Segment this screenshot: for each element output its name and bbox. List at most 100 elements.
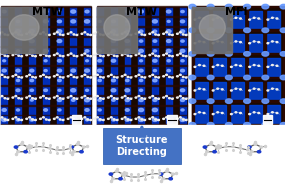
Circle shape bbox=[172, 173, 174, 175]
Circle shape bbox=[258, 18, 260, 19]
Circle shape bbox=[16, 119, 20, 121]
Circle shape bbox=[207, 28, 214, 33]
Circle shape bbox=[139, 89, 143, 91]
Circle shape bbox=[231, 66, 232, 67]
Circle shape bbox=[180, 74, 181, 75]
Bar bbox=[15, 7, 21, 125]
Circle shape bbox=[185, 56, 187, 57]
Circle shape bbox=[280, 52, 285, 56]
Circle shape bbox=[249, 114, 251, 115]
Circle shape bbox=[97, 74, 98, 75]
Circle shape bbox=[34, 119, 36, 121]
Circle shape bbox=[18, 119, 20, 120]
Circle shape bbox=[85, 98, 89, 102]
Circle shape bbox=[130, 98, 132, 99]
Circle shape bbox=[135, 118, 137, 119]
Circle shape bbox=[15, 74, 17, 75]
Circle shape bbox=[99, 34, 101, 35]
Circle shape bbox=[99, 76, 101, 77]
Circle shape bbox=[258, 42, 260, 43]
Circle shape bbox=[115, 170, 118, 172]
Circle shape bbox=[42, 53, 44, 54]
Circle shape bbox=[98, 99, 101, 101]
Circle shape bbox=[153, 70, 156, 72]
Circle shape bbox=[217, 112, 219, 113]
Circle shape bbox=[166, 74, 167, 75]
Circle shape bbox=[46, 55, 47, 56]
Circle shape bbox=[80, 151, 83, 153]
Circle shape bbox=[151, 173, 154, 174]
Circle shape bbox=[4, 76, 6, 77]
Bar bbox=[267, 11, 280, 28]
Bar bbox=[267, 58, 280, 76]
Bar bbox=[267, 105, 280, 123]
Circle shape bbox=[172, 56, 173, 57]
Bar bbox=[1, 36, 91, 37]
Bar bbox=[249, 105, 262, 123]
Circle shape bbox=[139, 69, 143, 72]
Circle shape bbox=[125, 40, 129, 43]
Bar bbox=[194, 34, 207, 52]
Circle shape bbox=[153, 50, 156, 52]
Ellipse shape bbox=[200, 15, 225, 40]
Circle shape bbox=[48, 119, 50, 121]
Circle shape bbox=[267, 43, 269, 44]
Circle shape bbox=[21, 98, 23, 99]
Circle shape bbox=[43, 10, 48, 13]
Circle shape bbox=[76, 77, 78, 78]
Circle shape bbox=[107, 97, 109, 98]
Circle shape bbox=[98, 60, 101, 62]
Circle shape bbox=[125, 10, 129, 13]
Circle shape bbox=[1, 74, 3, 75]
Circle shape bbox=[111, 50, 115, 52]
Circle shape bbox=[213, 151, 216, 153]
Circle shape bbox=[176, 97, 178, 98]
Circle shape bbox=[257, 151, 261, 153]
Circle shape bbox=[62, 98, 64, 99]
Circle shape bbox=[97, 117, 98, 118]
Circle shape bbox=[40, 54, 41, 56]
Ellipse shape bbox=[104, 15, 130, 40]
Circle shape bbox=[94, 118, 95, 119]
Circle shape bbox=[182, 55, 184, 56]
Circle shape bbox=[194, 90, 196, 91]
Circle shape bbox=[110, 32, 112, 33]
Circle shape bbox=[4, 55, 6, 56]
Circle shape bbox=[112, 178, 115, 180]
Circle shape bbox=[262, 28, 269, 33]
Circle shape bbox=[62, 56, 64, 57]
Circle shape bbox=[58, 79, 61, 82]
Circle shape bbox=[73, 55, 75, 56]
Circle shape bbox=[235, 88, 237, 89]
Circle shape bbox=[56, 149, 58, 151]
Circle shape bbox=[262, 52, 269, 56]
Circle shape bbox=[272, 17, 273, 18]
Circle shape bbox=[16, 69, 20, 72]
Circle shape bbox=[158, 98, 159, 99]
Text: MTW: MTW bbox=[32, 7, 62, 17]
Circle shape bbox=[240, 42, 241, 43]
Circle shape bbox=[98, 79, 101, 82]
Bar bbox=[267, 81, 280, 99]
Circle shape bbox=[86, 119, 89, 121]
Bar bbox=[1, 85, 91, 86]
Circle shape bbox=[98, 50, 101, 52]
Circle shape bbox=[21, 119, 23, 121]
Circle shape bbox=[185, 34, 187, 36]
Circle shape bbox=[56, 117, 58, 118]
Circle shape bbox=[189, 75, 196, 80]
Circle shape bbox=[253, 41, 255, 42]
Circle shape bbox=[144, 34, 146, 36]
Text: MTW: MTW bbox=[126, 7, 156, 17]
Circle shape bbox=[111, 79, 115, 82]
Circle shape bbox=[113, 34, 115, 35]
Circle shape bbox=[42, 146, 44, 147]
Circle shape bbox=[167, 119, 170, 121]
Circle shape bbox=[87, 55, 89, 56]
Circle shape bbox=[124, 53, 126, 54]
Circle shape bbox=[111, 89, 116, 92]
Circle shape bbox=[87, 76, 89, 77]
Circle shape bbox=[272, 64, 273, 66]
Circle shape bbox=[139, 99, 143, 101]
Circle shape bbox=[84, 53, 86, 54]
